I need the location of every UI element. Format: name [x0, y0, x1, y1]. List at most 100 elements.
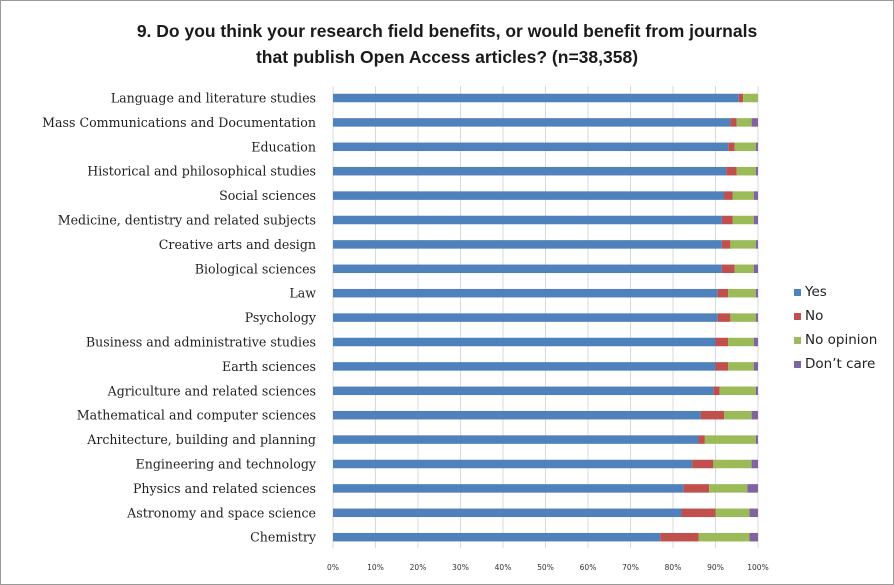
category-label: Astronomy and space science	[126, 505, 316, 520]
x-tick-label: 10%	[367, 563, 384, 572]
bar-segment	[333, 288, 718, 298]
bar-segment	[732, 215, 754, 225]
bar-segment	[333, 386, 714, 396]
category-label: Law	[289, 286, 316, 301]
bar-segment	[721, 215, 733, 225]
bar-segment	[728, 362, 754, 371]
bar-segment	[719, 386, 756, 396]
bar-segment	[333, 532, 661, 542]
bar-segment	[755, 313, 758, 322]
x-tick-label: 50%	[537, 563, 554, 572]
legend-swatch-no-opinion	[794, 336, 801, 344]
legend-item-yes: Yes	[794, 280, 877, 304]
category-label: Biological sciences	[195, 261, 316, 276]
bar-segment	[736, 166, 756, 176]
x-tick-label: 80%	[665, 563, 682, 572]
chart-title: 9. Do you think your research field bene…	[0, 18, 894, 70]
x-tick-label: 100%	[747, 563, 768, 572]
bar-segment	[333, 93, 739, 103]
bar-segment	[753, 215, 758, 225]
bar-segment	[333, 435, 699, 444]
bar-segment	[755, 240, 758, 249]
bar-segment	[717, 313, 731, 322]
bar-segment	[753, 362, 758, 371]
bar-segment	[698, 435, 705, 444]
bar-segment	[755, 166, 758, 176]
chart-title-line1: 9. Do you think your research field bene…	[136, 21, 758, 41]
category-label: Architecture, building and planning	[86, 432, 316, 447]
bar-segment	[721, 264, 735, 274]
bar-segment	[717, 288, 729, 298]
category-label: Historical and philosophical studies	[87, 164, 316, 179]
bar-segment	[333, 118, 731, 127]
legend-label-yes: Yes	[805, 284, 827, 300]
bar-segment	[333, 240, 722, 249]
bar-segment	[751, 410, 758, 420]
bar-segment	[728, 337, 754, 347]
legend-swatch-dont-care	[794, 360, 801, 368]
bar-segment	[749, 532, 758, 542]
bar-segment	[755, 142, 758, 152]
x-tick-label: 30%	[452, 563, 469, 572]
bar-segment	[747, 484, 758, 493]
category-label: Medicine, dentistry and related subjects	[58, 213, 316, 228]
bar-segment	[333, 459, 693, 469]
bar-segment	[724, 410, 752, 420]
bar-segment	[751, 459, 758, 469]
bar-segment	[753, 191, 758, 200]
bar-segment	[728, 288, 756, 298]
category-label: Creative arts and design	[159, 237, 316, 252]
bar-segment	[726, 166, 737, 176]
bar-segment	[333, 484, 684, 493]
category-label: Physics and related sciences	[133, 481, 316, 496]
bar-segment	[736, 118, 752, 127]
legend-label-no-opinion: No opinion	[805, 332, 878, 348]
x-tick-label: 70%	[622, 563, 639, 572]
legend-item-no-opinion: No opinion	[794, 328, 877, 352]
category-label: Language and literature studies	[111, 91, 316, 106]
bar-segment	[333, 362, 716, 371]
bar-segment	[738, 93, 744, 103]
bar-segment	[724, 191, 733, 200]
bar-segment	[692, 459, 714, 469]
bar-segment	[704, 435, 756, 444]
bar-segment	[698, 532, 750, 542]
bar-segment	[732, 191, 754, 200]
chart-title-line2: that publish Open Access articles? (n=38…	[255, 47, 639, 67]
category-label: Education	[251, 139, 316, 154]
x-tick-label: 60%	[580, 563, 597, 572]
bar-segment	[333, 410, 701, 420]
category-label: Engineering and technology	[136, 457, 317, 472]
bar-segment	[333, 191, 724, 200]
category-label: Social sciences	[219, 188, 316, 203]
bar-segment	[333, 508, 682, 518]
category-label: Psychology	[245, 310, 317, 325]
bar-segment	[734, 142, 756, 152]
x-tick-label: 0%	[327, 563, 339, 572]
bar-segment	[333, 215, 722, 225]
bar-segment	[333, 166, 727, 176]
legend-label-no: No	[805, 308, 824, 324]
category-label: Mathematical and computer sciences	[77, 408, 316, 423]
legend-swatch-no	[794, 312, 801, 320]
chart-legend: Yes No No opinion Don’t care	[794, 280, 877, 376]
bar-segment	[683, 484, 710, 493]
legend-label-dont-care: Don’t care	[805, 356, 876, 372]
bar-segment	[713, 459, 752, 469]
bar-segment	[715, 337, 729, 347]
bar-segment	[681, 508, 716, 518]
category-label: Earth sciences	[222, 359, 316, 374]
bar-segment	[749, 508, 758, 518]
legend-swatch-yes	[794, 288, 801, 296]
bar-segment	[755, 386, 758, 396]
bar-segment	[715, 362, 729, 371]
x-tick-label: 90%	[707, 563, 724, 572]
category-label: Mass Communications and Documentation	[42, 115, 316, 130]
legend-item-no: No	[794, 304, 877, 328]
bar-segment	[709, 484, 748, 493]
bar-segment	[730, 240, 756, 249]
legend-item-dont-care: Don’t care	[794, 352, 877, 376]
bar-segment	[721, 240, 731, 249]
bar-segment	[700, 410, 724, 420]
